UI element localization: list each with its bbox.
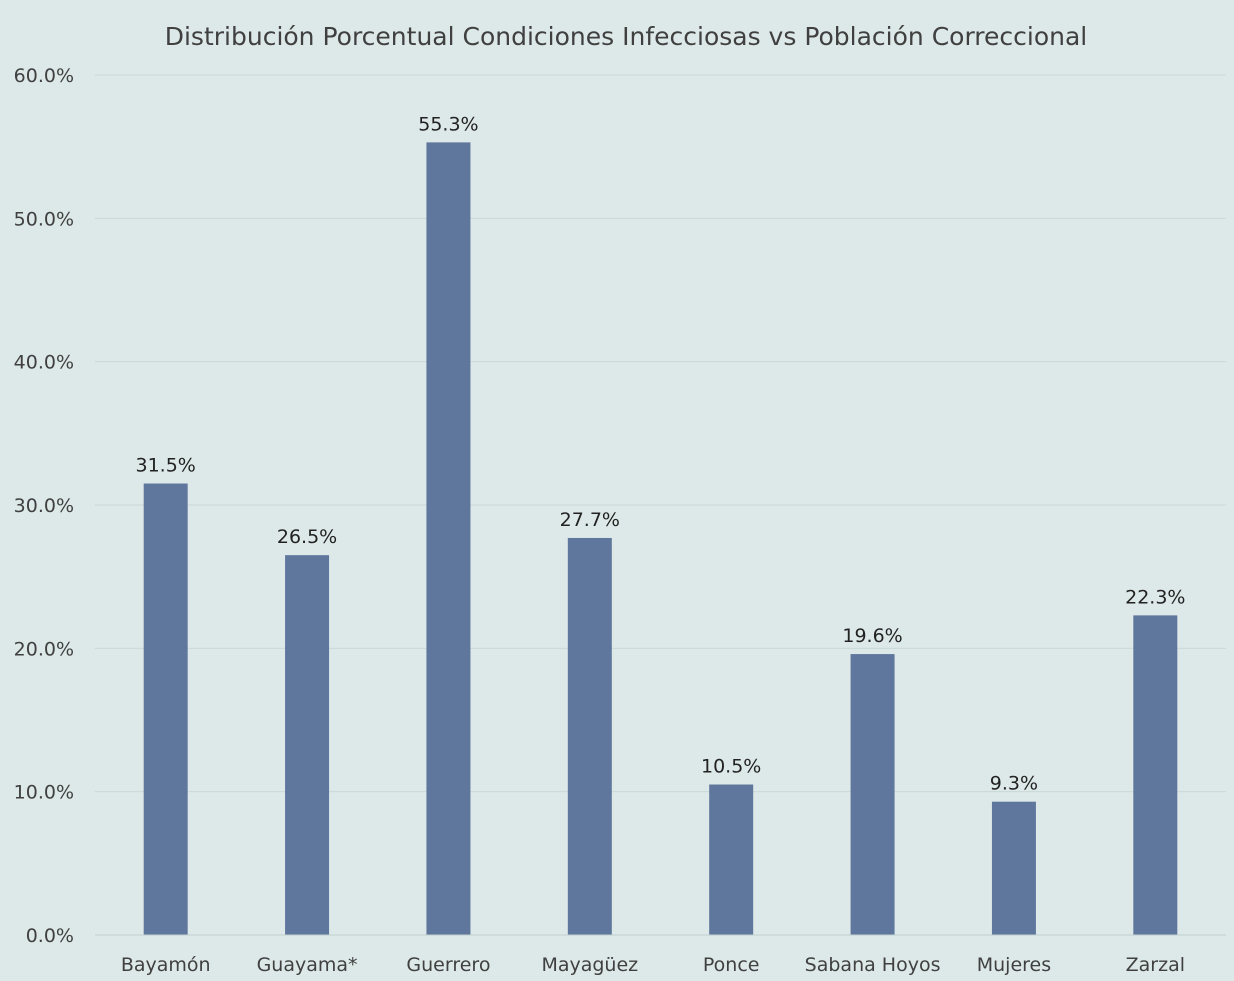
bar	[567, 537, 612, 935]
data-label: 19.6%	[842, 625, 902, 647]
bar	[285, 555, 330, 935]
x-category-label: Mujeres	[977, 954, 1051, 976]
data-label: 22.3%	[1125, 586, 1185, 608]
chart-title: Distribución Porcentual Condiciones Infe…	[165, 22, 1088, 51]
bar	[709, 784, 754, 935]
y-tick-label: 30.0%	[14, 495, 74, 517]
y-tick-label: 0.0%	[26, 925, 74, 947]
bar	[850, 654, 895, 935]
y-tick-label: 40.0%	[14, 352, 74, 374]
data-label: 31.5%	[136, 455, 196, 477]
data-label: 26.5%	[277, 526, 337, 548]
y-tick-label: 20.0%	[14, 638, 74, 660]
x-category-label: Mayagüez	[541, 954, 638, 976]
data-label: 10.5%	[701, 756, 761, 778]
bar	[143, 483, 188, 935]
x-category-label: Sabana Hoyos	[805, 954, 941, 976]
x-category-label: Zarzal	[1126, 954, 1185, 976]
x-category-label: Ponce	[703, 954, 760, 976]
y-tick-label: 10.0%	[14, 782, 74, 804]
y-axis-ticks: 0.0% 10.0% 20.0% 30.0% 40.0% 50.0% 60.0%	[14, 65, 74, 947]
bars	[143, 142, 1178, 935]
x-category-label: Guerrero	[406, 954, 490, 976]
x-axis-categories: Bayamón Guayama* Guerrero Mayagüez Ponce Saba…	[121, 954, 1185, 976]
data-label: 55.3%	[418, 113, 478, 135]
x-category-label: Bayamón	[121, 954, 211, 976]
bar	[426, 142, 471, 935]
y-tick-label: 50.0%	[14, 208, 74, 230]
y-tick-label: 60.0%	[14, 65, 74, 87]
data-labels: 31.5% 26.5% 55.3% 27.7% 10.5% 19.6% 9.3% 22.3%	[136, 113, 1186, 794]
data-label: 27.7%	[560, 509, 620, 531]
bar	[991, 801, 1036, 935]
gridlines	[95, 74, 1226, 793]
bar	[1133, 615, 1178, 935]
x-category-label: Guayama*	[257, 954, 358, 976]
data-label: 9.3%	[990, 773, 1038, 795]
